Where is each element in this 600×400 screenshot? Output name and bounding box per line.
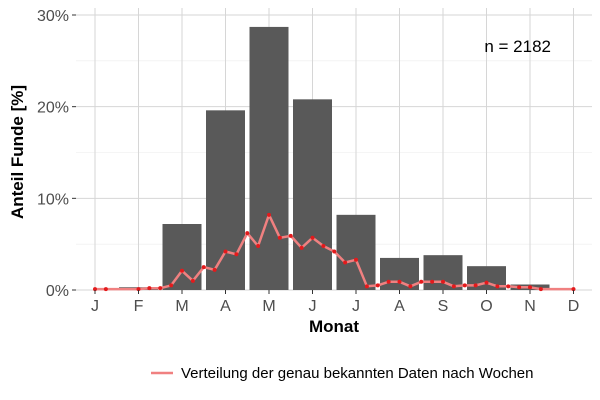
y-axis-title: Anteil Funde [%] <box>8 85 27 219</box>
weekly-point-15 <box>267 212 271 217</box>
weekly-point-33 <box>462 283 467 288</box>
x-tick-label: M <box>262 298 275 315</box>
weekly-point-13 <box>245 231 250 236</box>
x-tick-label: J <box>352 298 360 315</box>
x-tick-label: J <box>309 298 317 315</box>
weekly-point-36 <box>495 284 500 289</box>
x-tick-label: A <box>394 298 405 315</box>
x-tick-label: N <box>524 298 536 315</box>
bar-a-4 <box>206 110 245 290</box>
bars <box>119 26 550 291</box>
weekly-point-34 <box>473 283 478 288</box>
weekly-point-5 <box>158 286 163 291</box>
weekly-point-9 <box>201 265 206 270</box>
weekly-point-31 <box>441 279 445 284</box>
weekly-point-27 <box>397 279 402 284</box>
y-tick-label: 10% <box>37 191 69 208</box>
weekly-point-30 <box>430 279 435 284</box>
weekly-point-17 <box>288 233 293 238</box>
weekly-point-3 <box>136 287 141 292</box>
bar-m-3 <box>162 224 202 290</box>
weekly-point-38 <box>517 285 522 290</box>
weekly-point-6 <box>169 283 174 288</box>
y-axis-ticks: 0% 10% 20% 30% <box>37 8 76 300</box>
weekly-point-41 <box>571 287 576 292</box>
weekly-point-21 <box>332 249 337 254</box>
x-tick-label: A <box>220 298 231 315</box>
bar-s-9 <box>423 255 463 290</box>
weekly-point-23 <box>354 257 358 262</box>
weekly-point-22 <box>343 260 348 265</box>
sample-size-annotation: n = 2182 <box>484 37 551 56</box>
legend-label: Verteilung der genau bekannten Daten nac… <box>181 365 534 382</box>
weekly-point-24 <box>364 284 369 289</box>
bar-j-6 <box>293 99 332 290</box>
weekly-point-26 <box>386 279 391 284</box>
weekly-point-35 <box>484 280 489 285</box>
weekly-point-28 <box>408 284 413 289</box>
weekly-point-4 <box>147 286 152 291</box>
weekly-point-40 <box>538 287 543 292</box>
legend: Verteilung der genau bekannten Daten nac… <box>151 365 534 382</box>
weekly-point-37 <box>506 284 511 289</box>
weekly-points <box>93 212 576 292</box>
weekly-point-25 <box>375 283 380 288</box>
bar-j-7 <box>336 214 376 290</box>
x-tick-label: F <box>134 298 144 315</box>
x-tick-label: M <box>175 298 188 315</box>
weekly-point-29 <box>419 279 424 284</box>
bar-m-5 <box>249 26 289 291</box>
weekly-point-32 <box>451 284 456 289</box>
weekly-point-2 <box>103 287 108 292</box>
weekly-point-8 <box>190 278 195 283</box>
weekly-point-10 <box>212 267 217 272</box>
weekly-point-19 <box>310 235 315 240</box>
weekly-point-20 <box>321 244 326 248</box>
weekly-point-1 <box>93 287 97 292</box>
weekly-point-16 <box>277 235 282 240</box>
weekly-point-7 <box>180 268 184 273</box>
y-tick-label: 20% <box>37 100 69 117</box>
weekly-point-18 <box>299 245 304 250</box>
weekly-point-39 <box>528 285 532 290</box>
x-tick-label: J <box>91 298 99 315</box>
x-tick-label: S <box>438 298 449 315</box>
x-tick-label: O <box>480 298 492 315</box>
weekly-point-14 <box>256 244 261 248</box>
y-tick-label: 30% <box>37 8 69 25</box>
x-axis-title: Monat <box>309 317 359 336</box>
y-tick-label: 0% <box>46 283 69 300</box>
x-tick-label: D <box>568 298 580 315</box>
weekly-point-11 <box>223 249 228 254</box>
weekly-point-12 <box>234 252 239 257</box>
